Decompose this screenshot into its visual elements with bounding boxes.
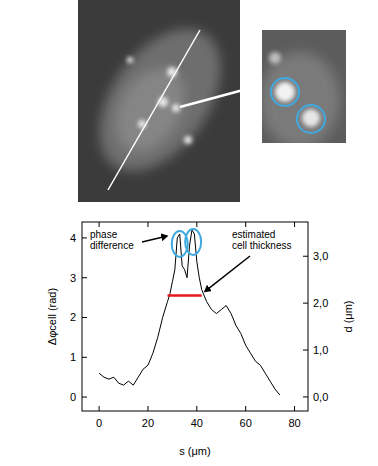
annotation: estimatedcell thickness <box>205 229 292 292</box>
x-tick-label: 20 <box>142 417 154 429</box>
cell-core <box>102 56 199 164</box>
y2-tick-label: 3,0 <box>313 250 328 262</box>
annotation-text: phase <box>90 229 118 240</box>
image-background <box>78 0 240 202</box>
x-tick-label: 60 <box>240 417 252 429</box>
y-tick-label: 2 <box>70 311 76 323</box>
y2-tick-label: 1,0 <box>313 344 328 356</box>
peak-highlight <box>185 229 201 255</box>
y-tick-label: 0 <box>70 391 76 403</box>
nucleolus <box>158 97 168 107</box>
y-tick-label: 4 <box>70 232 76 244</box>
annotation-arrow <box>142 236 167 242</box>
chart: 0 20 40 60 80 0 1 2 3 4 0,0 1,0 2,0 3,0 s (μm) Δφcell (… <box>46 222 354 457</box>
nucleolus <box>172 104 180 112</box>
y2-tick <box>303 396 308 397</box>
x-tick-label: 0 <box>96 417 102 429</box>
microscope-image <box>78 0 240 202</box>
cell-body <box>78 7 240 193</box>
zoom-cell <box>262 52 340 143</box>
y2-tick <box>303 350 308 351</box>
x-tick <box>147 406 148 411</box>
x-tick-label: 80 <box>288 417 300 429</box>
annotation-arrow <box>205 256 250 292</box>
profile-line <box>108 30 200 190</box>
y-tick <box>82 277 87 278</box>
annotation-text: cell thickness <box>232 240 291 251</box>
x-tick <box>294 222 295 227</box>
x-tick <box>196 406 197 411</box>
x-axis-label: s (μm) <box>179 445 210 457</box>
zoom-highlight <box>297 105 325 133</box>
y-axis-label: Δφcell (rad) <box>46 288 58 345</box>
y2-axis-label: d (μm) <box>342 300 354 332</box>
zoom-spot <box>269 52 281 64</box>
nucleolus <box>127 57 133 63</box>
x-tick <box>245 406 246 411</box>
annotation-text: difference <box>90 240 134 251</box>
x-tick <box>99 406 100 411</box>
zoom-spot <box>302 109 320 127</box>
y-tick <box>82 317 87 318</box>
y2-tick-label: 2,0 <box>313 297 328 309</box>
annotation: phasedifference <box>90 229 167 251</box>
y2-tick <box>303 303 308 304</box>
y2-tick-label: 0,0 <box>313 391 328 403</box>
plot-frame <box>82 222 308 411</box>
y-tick <box>82 237 87 238</box>
x-tick <box>196 222 197 227</box>
y2-tick <box>303 256 308 257</box>
x-tick <box>99 222 100 227</box>
thickness-line <box>168 294 202 297</box>
zoom-spot <box>275 82 295 102</box>
y-tick <box>82 357 87 358</box>
y-tick <box>82 397 87 398</box>
figure: 0 20 40 60 80 0 1 2 3 4 0,0 1,0 2,0 3,0 s (μm) Δφcell (… <box>0 0 378 466</box>
x-tick <box>147 222 148 227</box>
x-tick <box>294 406 295 411</box>
plot-area <box>99 229 280 395</box>
zoom-highlight <box>271 78 299 106</box>
x-tick-label: 40 <box>191 417 203 429</box>
y-tick-label: 1 <box>70 351 76 363</box>
zoom-arrow <box>180 86 258 107</box>
y-tick-label: 3 <box>70 272 76 284</box>
zoom-image <box>262 30 346 143</box>
x-tick <box>245 222 246 227</box>
annotation-text: estimated <box>232 229 275 240</box>
nucleolus <box>184 136 192 144</box>
